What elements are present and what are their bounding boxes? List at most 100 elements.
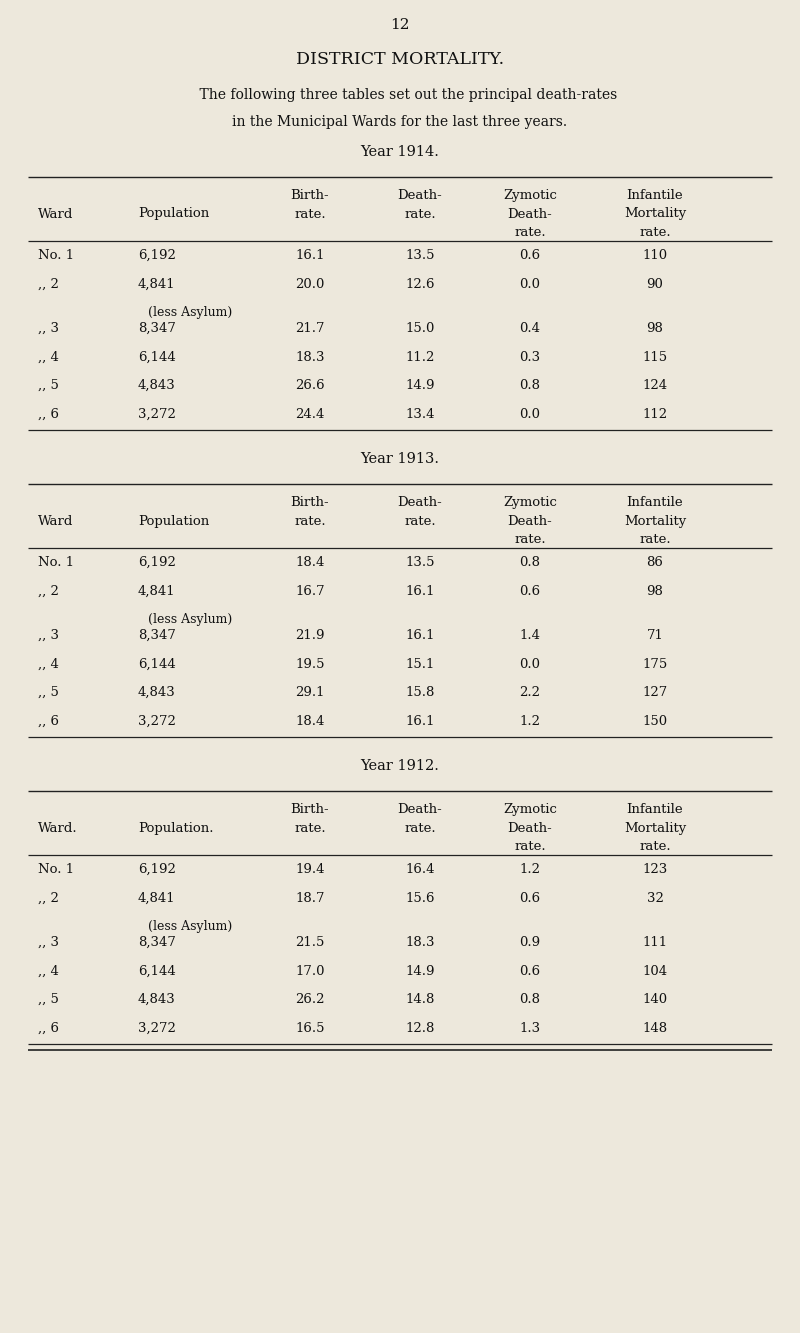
Text: Infantile: Infantile — [626, 496, 683, 509]
Text: Zymotic: Zymotic — [503, 802, 557, 816]
Text: 18.4: 18.4 — [295, 556, 325, 569]
Text: 0.0: 0.0 — [519, 277, 541, 291]
Text: Death-: Death- — [398, 802, 442, 816]
Text: 20.0: 20.0 — [295, 277, 325, 291]
Text: No. 1: No. 1 — [38, 249, 74, 263]
Text: No. 1: No. 1 — [38, 862, 74, 876]
Text: 140: 140 — [642, 993, 667, 1006]
Text: 0.8: 0.8 — [519, 379, 541, 392]
Text: 14.9: 14.9 — [406, 965, 434, 977]
Text: 0.8: 0.8 — [519, 556, 541, 569]
Text: 123: 123 — [642, 862, 668, 876]
Text: 110: 110 — [642, 249, 667, 263]
Text: Death-: Death- — [508, 515, 552, 528]
Text: 18.7: 18.7 — [295, 892, 325, 905]
Text: ,, 6: ,, 6 — [38, 408, 59, 420]
Text: 3,272: 3,272 — [138, 1021, 176, 1034]
Text: Year 1914.: Year 1914. — [361, 145, 439, 159]
Text: ,, 5: ,, 5 — [38, 379, 59, 392]
Text: 0.6: 0.6 — [519, 892, 541, 905]
Text: Ward: Ward — [38, 208, 74, 220]
Text: rate.: rate. — [404, 208, 436, 220]
Text: Death-: Death- — [398, 189, 442, 203]
Text: 98: 98 — [646, 584, 663, 597]
Text: 98: 98 — [646, 323, 663, 335]
Text: 16.7: 16.7 — [295, 584, 325, 597]
Text: 14.9: 14.9 — [406, 379, 434, 392]
Text: Population: Population — [138, 515, 210, 528]
Text: Year 1912.: Year 1912. — [361, 758, 439, 773]
Text: 150: 150 — [642, 714, 667, 728]
Text: 1.3: 1.3 — [519, 1021, 541, 1034]
Text: rate.: rate. — [639, 533, 671, 547]
Text: 24.4: 24.4 — [295, 408, 325, 420]
Text: Ward: Ward — [38, 515, 74, 528]
Text: ,, 4: ,, 4 — [38, 965, 59, 977]
Text: ,, 6: ,, 6 — [38, 714, 59, 728]
Text: 104: 104 — [642, 965, 667, 977]
Text: Ward.: Ward. — [38, 821, 78, 834]
Text: ,, 2: ,, 2 — [38, 584, 59, 597]
Text: No. 1: No. 1 — [38, 556, 74, 569]
Text: ,, 2: ,, 2 — [38, 892, 59, 905]
Text: (less Asylum): (less Asylum) — [148, 920, 232, 933]
Text: 12.6: 12.6 — [406, 277, 434, 291]
Text: Population: Population — [138, 208, 210, 220]
Text: Mortality: Mortality — [624, 515, 686, 528]
Text: 17.0: 17.0 — [295, 965, 325, 977]
Text: 21.5: 21.5 — [295, 936, 325, 949]
Text: Death-: Death- — [398, 496, 442, 509]
Text: 71: 71 — [646, 629, 663, 643]
Text: 13.4: 13.4 — [406, 408, 434, 420]
Text: 8,347: 8,347 — [138, 629, 176, 643]
Text: 16.1: 16.1 — [406, 629, 434, 643]
Text: 14.8: 14.8 — [406, 993, 434, 1006]
Text: 124: 124 — [642, 379, 667, 392]
Text: 12.8: 12.8 — [406, 1021, 434, 1034]
Text: DISTRICT MORTALITY.: DISTRICT MORTALITY. — [296, 51, 504, 68]
Text: 32: 32 — [646, 892, 663, 905]
Text: 2.2: 2.2 — [519, 686, 541, 698]
Text: 1.4: 1.4 — [519, 629, 541, 643]
Text: 4,841: 4,841 — [138, 584, 176, 597]
Text: 0.0: 0.0 — [519, 657, 541, 670]
Text: Birth-: Birth- — [290, 189, 330, 203]
Text: 1.2: 1.2 — [519, 714, 541, 728]
Text: 6,192: 6,192 — [138, 862, 176, 876]
Text: 26.6: 26.6 — [295, 379, 325, 392]
Text: Zymotic: Zymotic — [503, 189, 557, 203]
Text: rate.: rate. — [294, 515, 326, 528]
Text: Mortality: Mortality — [624, 208, 686, 220]
Text: 0.3: 0.3 — [519, 351, 541, 364]
Text: 0.9: 0.9 — [519, 936, 541, 949]
Text: 3,272: 3,272 — [138, 714, 176, 728]
Text: 16.5: 16.5 — [295, 1021, 325, 1034]
Text: rate.: rate. — [294, 821, 326, 834]
Text: ,, 5: ,, 5 — [38, 686, 59, 698]
Text: 6,144: 6,144 — [138, 657, 176, 670]
Text: 111: 111 — [642, 936, 667, 949]
Text: ,, 4: ,, 4 — [38, 657, 59, 670]
Text: 26.2: 26.2 — [295, 993, 325, 1006]
Text: 16.1: 16.1 — [295, 249, 325, 263]
Text: 11.2: 11.2 — [406, 351, 434, 364]
Text: rate.: rate. — [514, 840, 546, 853]
Text: 15.1: 15.1 — [406, 657, 434, 670]
Text: 0.6: 0.6 — [519, 249, 541, 263]
Text: 13.5: 13.5 — [406, 249, 434, 263]
Text: 1.2: 1.2 — [519, 862, 541, 876]
Text: 15.6: 15.6 — [406, 892, 434, 905]
Text: rate.: rate. — [514, 533, 546, 547]
Text: 16.1: 16.1 — [406, 714, 434, 728]
Text: 3,272: 3,272 — [138, 408, 176, 420]
Text: 112: 112 — [642, 408, 667, 420]
Text: 4,843: 4,843 — [138, 993, 176, 1006]
Text: 175: 175 — [642, 657, 668, 670]
Text: The following three tables set out the principal death-rates: The following three tables set out the p… — [182, 88, 618, 103]
Text: Birth-: Birth- — [290, 802, 330, 816]
Text: 15.0: 15.0 — [406, 323, 434, 335]
Text: 6,192: 6,192 — [138, 556, 176, 569]
Text: ,, 3: ,, 3 — [38, 936, 59, 949]
Text: 0.8: 0.8 — [519, 993, 541, 1006]
Text: Infantile: Infantile — [626, 802, 683, 816]
